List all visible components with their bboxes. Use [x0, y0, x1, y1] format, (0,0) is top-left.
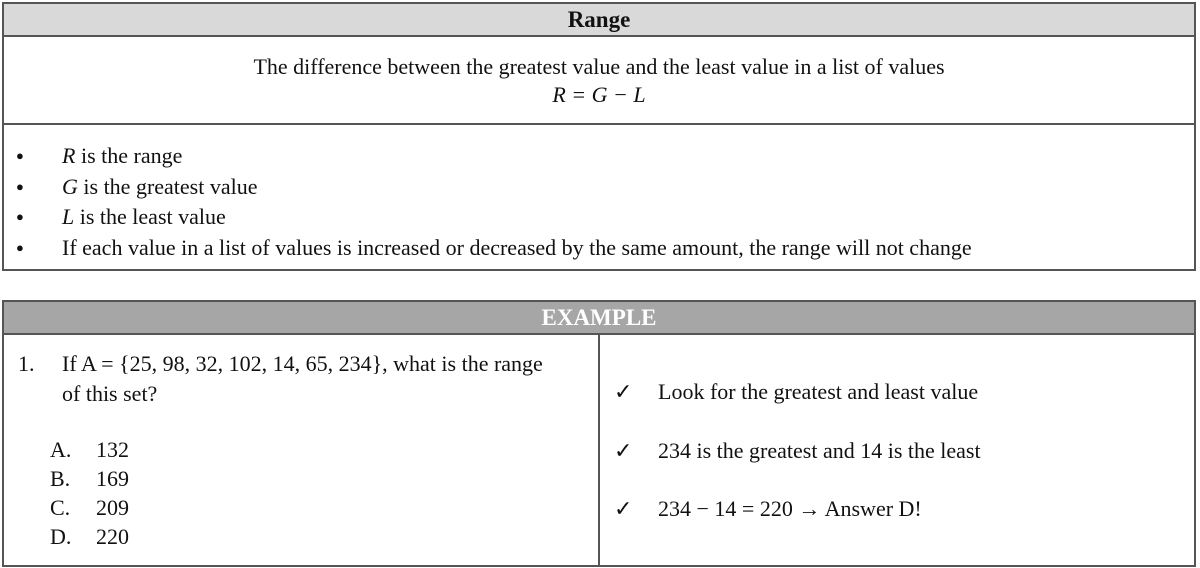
question-text: If A = {25, 98, 32, 102, 14, 65, 234}, w…: [62, 351, 543, 406]
option-c: C. 209: [50, 493, 142, 522]
option-letter: B.: [50, 466, 71, 491]
step-text: Look for the greatest and least value: [658, 379, 979, 404]
option-letter: D.: [50, 524, 72, 549]
answer-options: A. 132 B. 169 C. 209 D. 220: [50, 435, 142, 551]
solution-step: ✓ 234 − 14 = 220 → Answer D!: [614, 496, 922, 522]
variable: R: [62, 143, 76, 168]
list-item: L is the least value: [4, 202, 1194, 233]
check-icon: ✓: [614, 379, 633, 404]
definition-formula: R = G − L: [4, 81, 1194, 109]
question-number: 1.: [18, 351, 35, 376]
solution-step: ✓ Look for the greatest and least value: [614, 379, 978, 405]
bullet-list: R is the range G is the greatest value L…: [4, 125, 1194, 263]
solution-cell: ✓ Look for the greatest and least value ✓…: [600, 335, 1194, 567]
option-letter: C.: [50, 495, 71, 520]
variable: G: [62, 173, 78, 199]
check-icon: ✓: [614, 438, 633, 463]
option-letter: A.: [50, 437, 72, 462]
bullet-text: is the least value: [74, 204, 226, 229]
bullet-text: is the greatest value: [77, 173, 258, 199]
option-value: 220: [96, 524, 129, 549]
definition-title: Range: [4, 4, 1194, 37]
example-title: EXAMPLE: [4, 302, 1194, 335]
question-cell: 1. If A = {25, 98, 32, 102, 14, 65, 234},…: [4, 335, 600, 567]
step-text: 234 is the greatest and 14 is the least: [658, 438, 981, 463]
option-value: 132: [96, 437, 129, 462]
step-text: 234 − 14 = 220 → Answer D!: [658, 496, 922, 521]
list-item: If each value in a list of values is inc…: [4, 233, 1194, 264]
formula: R = G − L: [552, 82, 646, 107]
option-a: A. 132: [50, 435, 142, 464]
example-table: EXAMPLE 1. If A = {25, 98, 32, 102, 14, 6…: [2, 300, 1196, 567]
option-d: D. 220: [50, 522, 142, 551]
list-item: G is the greatest value: [4, 172, 1194, 203]
list-item: R is the range: [4, 141, 1194, 172]
definition-text: The difference between the greatest valu…: [253, 54, 945, 79]
option-value: 169: [96, 466, 129, 491]
option-b: B. 169: [50, 464, 142, 493]
check-icon: ✓: [614, 496, 633, 521]
bullet-text: If each value in a list of values is inc…: [62, 234, 972, 260]
option-value: 209: [96, 495, 129, 520]
variable: L: [62, 204, 75, 229]
definition-body: The difference between the greatest valu…: [4, 37, 1194, 125]
definition-table: Range The difference between the greates…: [2, 2, 1196, 271]
solution-step: ✓ 234 is the greatest and 14 is the least: [614, 438, 981, 464]
bullet-text: is the range: [75, 143, 183, 168]
